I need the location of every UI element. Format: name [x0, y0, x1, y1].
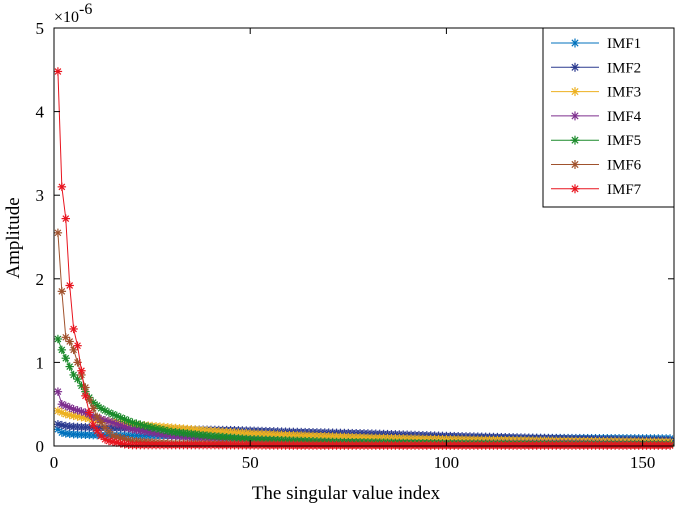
x-tick-label: 100: [434, 453, 460, 472]
y-multiplier-base: ×10: [54, 9, 79, 26]
data-point: [62, 354, 70, 362]
data-point: [58, 183, 66, 191]
legend-label: IMF7: [607, 182, 642, 198]
data-point: [77, 367, 85, 375]
y-tick-label: 1: [36, 353, 45, 372]
data-point: [58, 346, 66, 354]
legend-label: IMF2: [607, 60, 641, 76]
legend-label: IMF1: [607, 36, 641, 52]
data-point: [571, 111, 580, 120]
data-point: [62, 214, 70, 222]
y-tick-label: 0: [36, 437, 45, 456]
data-point: [81, 383, 89, 391]
data-point: [89, 421, 97, 429]
y-tick-label: 2: [36, 270, 45, 289]
y-tick-label: 5: [36, 19, 45, 38]
y-tick-label: 3: [36, 186, 45, 205]
x-axis-label: The singular value index: [252, 483, 441, 504]
legend-label: IMF5: [607, 133, 641, 149]
data-point: [571, 87, 580, 96]
data-point: [54, 335, 62, 343]
data-point: [93, 413, 101, 421]
x-tick-label: 150: [630, 453, 656, 472]
data-point: [81, 392, 89, 400]
data-point: [65, 281, 73, 289]
y-multiplier-exponent: -6: [79, 1, 92, 18]
data-point: [73, 341, 81, 349]
data-point: [69, 325, 77, 333]
data-point: [571, 184, 580, 193]
data-point: [85, 408, 93, 416]
y-axis-label: Amplitude: [3, 197, 24, 278]
data-point: [65, 362, 73, 370]
data-point: [93, 427, 101, 435]
data-point: [54, 67, 62, 75]
legend-label: IMF4: [607, 109, 642, 125]
data-point: [571, 136, 580, 145]
legend-label: IMF3: [607, 85, 641, 101]
data-point: [571, 39, 580, 48]
y-tick-label: 4: [36, 103, 45, 122]
data-point: [97, 418, 105, 426]
x-tick-label: 50: [242, 453, 259, 472]
x-tick-label: 0: [50, 453, 59, 472]
data-point: [58, 287, 66, 295]
data-point: [571, 160, 580, 169]
data-point: [65, 337, 73, 345]
legend: IMF1 IMF2 IMF3 IMF4 IMF5 IMF6 IMF7: [543, 28, 674, 207]
data-point: [54, 387, 62, 395]
legend-label: IMF6: [607, 158, 642, 174]
